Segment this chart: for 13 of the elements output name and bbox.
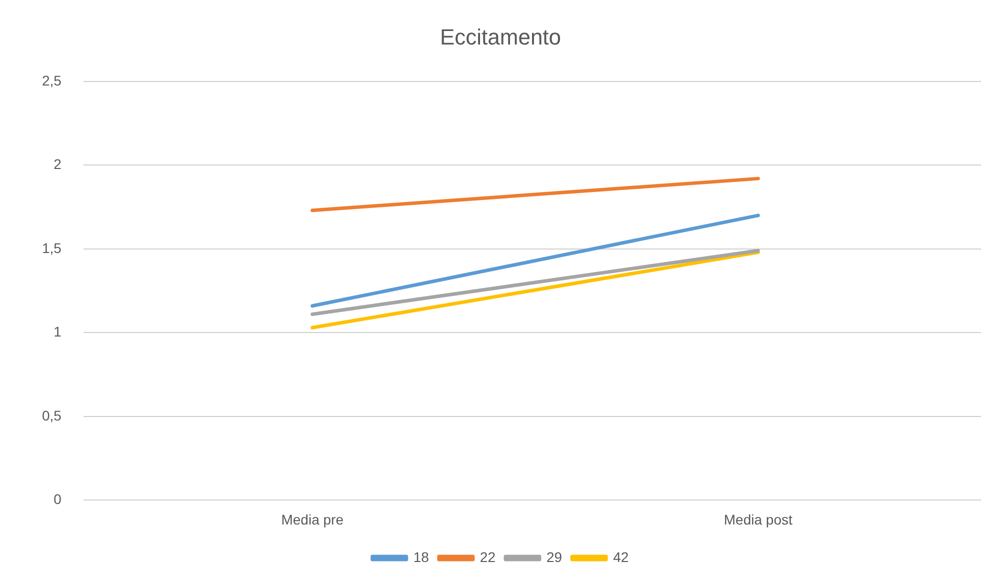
x-tick-label: Media post	[724, 511, 792, 528]
legend-label: 29	[546, 548, 562, 565]
y-tick-label: 1	[54, 324, 62, 340]
chart-title: Eccitamento	[440, 24, 562, 50]
legend-label: 18	[413, 548, 430, 565]
y-tick-label: 1,5	[42, 240, 62, 256]
x-tick-label: Media pre	[281, 511, 344, 528]
legend-label: 42	[613, 548, 629, 565]
y-tick-label: 2	[54, 156, 62, 172]
y-tick-label: 0	[54, 491, 62, 508]
legend-label: 22	[480, 548, 496, 565]
y-tick-label: 2,5	[42, 72, 62, 88]
y-tick-label: 0,5	[42, 407, 62, 424]
